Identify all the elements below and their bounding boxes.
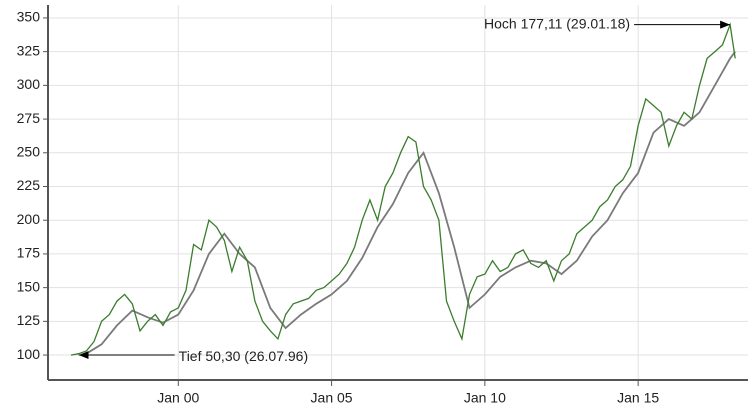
x-tick-label: Jan 00 [157,390,199,406]
y-tick-label: 125 [17,312,41,328]
x-tick-label: Jan 10 [464,390,506,406]
y-tick-label: 100 [17,346,41,362]
annotation: Hoch 177,11 (29.01.18) [484,15,630,31]
series-line [70,22,736,356]
y-tick-label: 275 [17,110,41,126]
y-tick-label: 300 [17,76,41,92]
y-tick-label: 350 [17,9,41,25]
y-tick-label: 150 [17,278,41,294]
x-tick-label: Jan 05 [311,390,353,406]
series-line [85,51,736,355]
annotation: Tief 50,30 (26.07.96) [179,348,308,364]
x-tick-label: Jan 15 [617,390,659,406]
y-tick-label: 325 [17,42,41,58]
y-tick-label: 250 [17,143,41,159]
y-tick-label: 225 [17,177,41,193]
y-tick-label: 200 [17,211,41,227]
y-tick-label: 175 [17,245,41,261]
